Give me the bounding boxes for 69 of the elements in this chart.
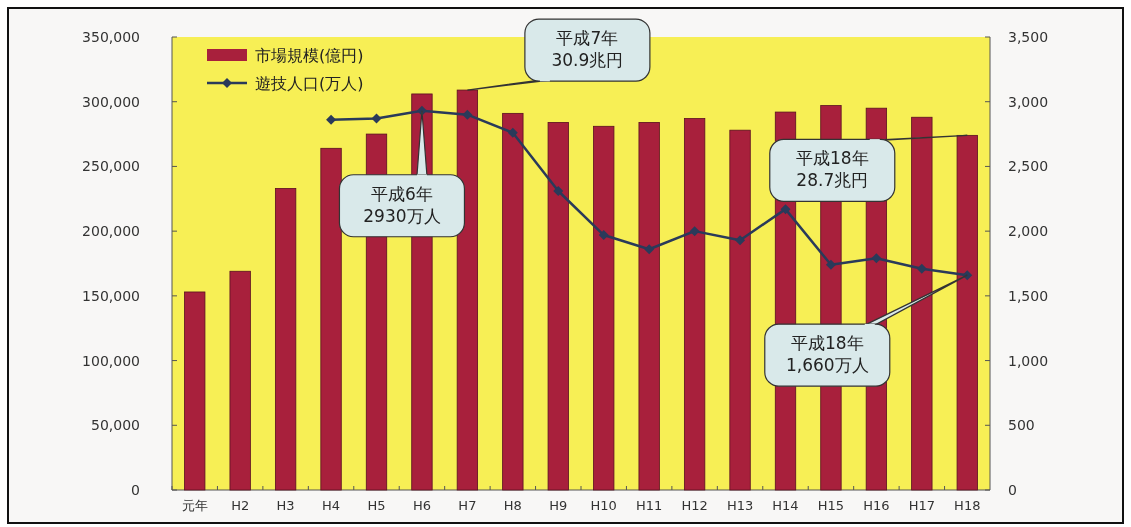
x-tick-label: H17 <box>908 498 935 513</box>
point <box>825 259 836 270</box>
bar <box>638 122 660 491</box>
point <box>371 113 382 124</box>
x-tick-label: H3 <box>276 498 295 513</box>
bar <box>729 129 751 491</box>
y2-tick-label: 0 <box>1008 482 1017 498</box>
y-tick-label: 150,000 <box>82 287 140 304</box>
legend-label: 市場規模(億円) <box>255 46 364 65</box>
bar <box>456 89 479 491</box>
y-tick-label: 50,000 <box>91 417 140 434</box>
y-tick-label: 350,000 <box>82 29 140 45</box>
y2-tick-label: 500 <box>1008 417 1035 434</box>
point <box>598 230 609 241</box>
bar <box>547 122 569 491</box>
y2-tick-label: 3,000 <box>1008 93 1049 110</box>
point <box>871 253 882 264</box>
y2-tick-label: 2,000 <box>1008 223 1049 240</box>
point <box>462 109 473 120</box>
x-tick-label: H7 <box>458 498 477 513</box>
x-tick-label: H2 <box>231 498 250 513</box>
bar <box>956 134 978 491</box>
y-tick-label: 300,000 <box>82 93 140 110</box>
point <box>780 204 791 215</box>
annotation: 平成7年 30.9兆円 <box>551 28 624 71</box>
x-tick-label: H14 <box>772 498 799 513</box>
point <box>644 244 655 255</box>
y2-tick-label: 2,500 <box>1008 158 1049 175</box>
legend-item: 遊技人口(万人) <box>207 74 364 93</box>
legend-label: 遊技人口(万人) <box>255 74 364 93</box>
point <box>326 114 337 125</box>
y2-tick-label: 3,500 <box>1008 29 1049 45</box>
bar <box>229 270 251 491</box>
y-tick-label: 250,000 <box>82 158 140 175</box>
bar <box>274 188 297 491</box>
bar <box>683 118 706 491</box>
bar <box>184 291 206 491</box>
point <box>689 226 700 237</box>
bar <box>502 112 524 491</box>
annotation: 平成18年 28.7兆円 <box>795 148 869 191</box>
bar <box>593 125 615 491</box>
x-tick-label: H8 <box>503 498 522 513</box>
y-tick-label: 200,000 <box>82 223 140 240</box>
point <box>962 270 973 281</box>
x-tick-label: H9 <box>549 498 568 513</box>
bar <box>911 116 933 491</box>
x-tick-label: 元年 <box>181 498 208 513</box>
x-tick-label: H4 <box>322 498 341 513</box>
point <box>507 127 518 138</box>
legend-item: 市場規模(億円) <box>207 46 364 65</box>
x-tick-label: H18 <box>954 498 981 513</box>
x-tick-label: H10 <box>590 498 617 513</box>
annotation: 平成18年 1,660万人 <box>785 333 869 376</box>
x-tick-label: H15 <box>817 498 845 513</box>
y2-tick-label: 1,000 <box>1008 352 1049 369</box>
x-tick-label: H13 <box>726 498 754 513</box>
y2-tick-label: 1,500 <box>1008 287 1049 304</box>
annotation: 平成6年 2930万人 <box>363 183 441 226</box>
point <box>735 235 746 246</box>
point <box>553 186 564 197</box>
point <box>916 263 927 274</box>
bar <box>320 147 342 491</box>
x-tick-label: H5 <box>367 498 386 513</box>
y-tick-label: 0 <box>131 482 140 498</box>
x-tick-label: H11 <box>636 498 663 513</box>
x-tick-label: H12 <box>681 498 708 513</box>
x-tick-label: H16 <box>863 498 890 513</box>
x-tick-label: H6 <box>412 498 431 513</box>
y-tick-label: 100,000 <box>82 352 140 369</box>
